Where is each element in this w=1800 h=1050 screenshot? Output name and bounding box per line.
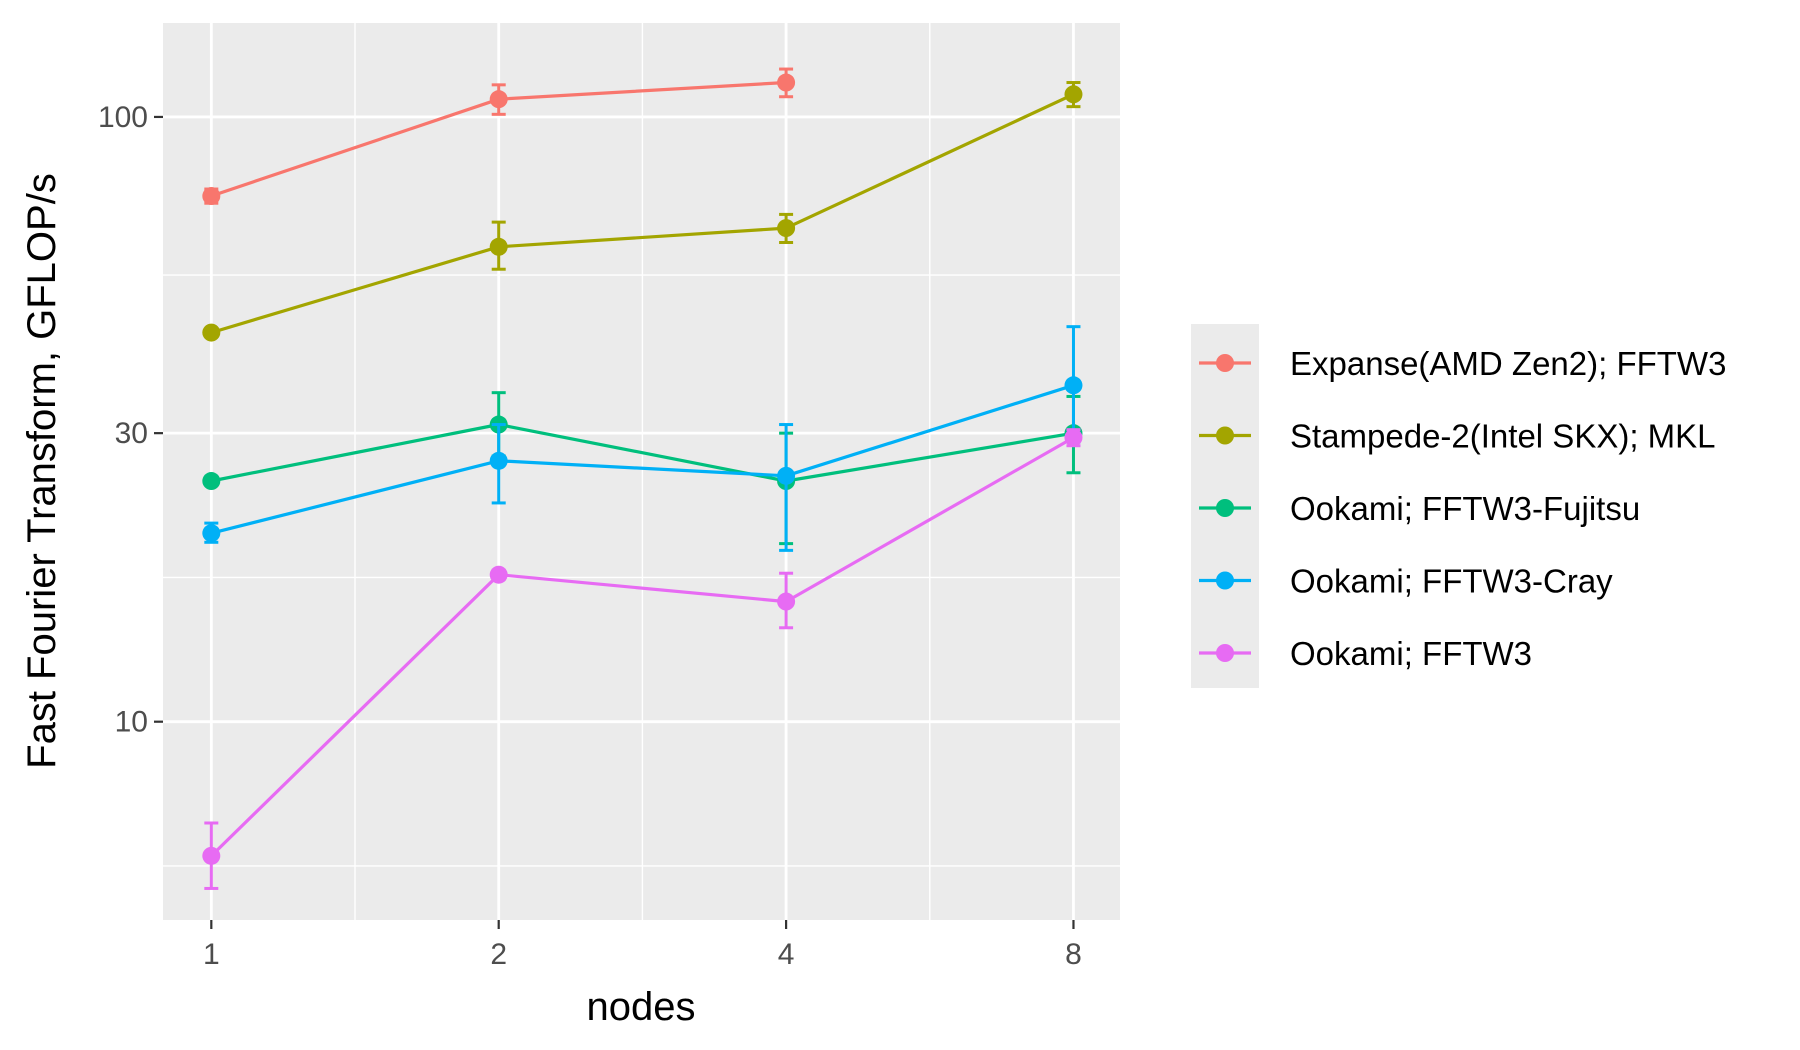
data-point <box>202 524 221 543</box>
axis-ticks <box>154 115 1075 929</box>
y-tick-label: 10 <box>115 706 148 739</box>
legend-label: Ookami; FFTW3 <box>1290 635 1532 672</box>
y-axis-title: Fast Fourier Transform, GFLOP/s <box>20 173 64 769</box>
data-point <box>489 451 508 470</box>
legend-label: Expanse(AMD Zen2); FFTW3 <box>1290 345 1726 382</box>
x-tick-label: 8 <box>1065 938 1082 971</box>
x-tick-label: 4 <box>778 938 795 971</box>
series-layer <box>202 67 1083 890</box>
x-tick-label: 1 <box>203 938 220 971</box>
series-line <box>210 436 1075 858</box>
data-point <box>202 187 221 206</box>
series <box>202 81 1083 342</box>
data-point <box>202 472 221 491</box>
legend: Expanse(AMD Zen2); FFTW3 Stampede-2(Intel… <box>1191 324 1726 688</box>
data-point <box>489 90 508 109</box>
legend-key-point <box>1216 571 1234 590</box>
data-point <box>1064 428 1083 447</box>
legend-key-point <box>1216 644 1234 662</box>
data-point <box>202 323 221 342</box>
legend-item: Ookami; FFTW3-Fujitsu <box>1199 490 1640 527</box>
legend-key-point <box>1216 499 1234 517</box>
legend-key-point <box>1216 354 1234 372</box>
x-axis-title: nodes <box>587 985 696 1029</box>
data-point <box>777 466 796 485</box>
series-line <box>210 383 1074 535</box>
legend-label: Stampede-2(Intel SKX); MKL <box>1290 418 1716 455</box>
data-point <box>489 237 508 256</box>
series <box>202 67 796 206</box>
plot-panel <box>163 23 1120 920</box>
data-point <box>489 565 508 584</box>
legend-item: Ookami; FFTW3 <box>1199 635 1532 672</box>
x-tick-label: 2 <box>490 938 507 971</box>
legend-label: Ookami; FFTW3-Fujitsu <box>1290 490 1640 527</box>
series-line <box>210 422 1074 483</box>
data-point <box>777 219 796 238</box>
x-tick-labels: 1 2 4 8 <box>203 938 1082 971</box>
legend-item: Ookami; FFTW3-Cray <box>1199 563 1613 600</box>
y-tick-label: 100 <box>98 101 148 134</box>
y-tick-labels: 10 30 100 <box>98 101 148 739</box>
data-point <box>202 846 221 865</box>
data-point <box>777 73 796 92</box>
series <box>202 428 1083 890</box>
grid-minor <box>163 23 1120 920</box>
legend-label: Ookami; FFTW3-Cray <box>1290 563 1613 600</box>
series-line <box>210 92 1075 335</box>
data-point <box>1064 85 1083 104</box>
y-tick-label: 30 <box>115 417 148 450</box>
legend-item: Expanse(AMD Zen2); FFTW3 <box>1199 345 1726 382</box>
data-point <box>1064 376 1083 395</box>
series <box>202 325 1083 552</box>
legend-item: Stampede-2(Intel SKX); MKL <box>1199 418 1716 455</box>
data-point <box>777 592 796 611</box>
legend-key-point <box>1216 426 1234 445</box>
